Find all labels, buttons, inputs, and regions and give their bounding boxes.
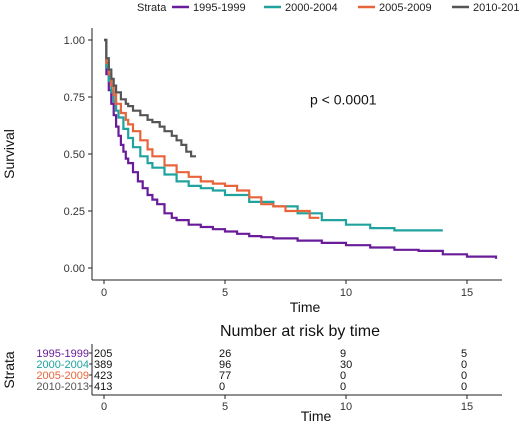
survival-curve-2005-2009 bbox=[104, 38, 320, 219]
survival-curves bbox=[104, 38, 498, 259]
risk-row: 2000-2004 389 96 30 0 bbox=[36, 359, 467, 371]
risk-row-label: 2005-2009 bbox=[36, 370, 89, 382]
risk-cell: 413 bbox=[94, 381, 112, 393]
x-axis-label: Time bbox=[290, 299, 321, 315]
legend-label: 2005-2009 bbox=[379, 2, 432, 14]
y-axis-ticks: 0.00 0.25 0.50 0.75 1.00 bbox=[64, 35, 92, 275]
risk-table-x-ticks: 0 5 10 15 bbox=[101, 395, 473, 413]
x-tick-label: 10 bbox=[340, 287, 352, 299]
risk-cell: 205 bbox=[94, 348, 112, 360]
legend-label: 2000-2004 bbox=[285, 2, 338, 14]
risk-cell: 0 bbox=[340, 370, 346, 382]
risk-x-tick-label: 0 bbox=[101, 401, 107, 413]
risk-row-label: 2000-2004 bbox=[36, 359, 89, 371]
legend-label: 2010-2013 bbox=[473, 2, 520, 14]
risk-cell: 423 bbox=[94, 370, 112, 382]
legend-entry: 2000-2004 bbox=[264, 2, 338, 14]
risk-row: 2010-2013 413 0 0 0 bbox=[36, 381, 467, 393]
risk-cell: 9 bbox=[340, 348, 346, 360]
risk-x-tick-label: 10 bbox=[340, 401, 352, 413]
risk-cell: 0 bbox=[461, 370, 467, 382]
y-tick-label: 0.00 bbox=[64, 263, 85, 275]
legend-title: Strata bbox=[137, 2, 167, 14]
y-tick-label: 0.75 bbox=[64, 92, 85, 104]
risk-table-title: Number at risk by time bbox=[220, 323, 380, 340]
risk-row-label: 1995-1999 bbox=[36, 348, 89, 360]
risk-row-label: 2010-2013 bbox=[36, 381, 89, 393]
risk-x-tick-label: 5 bbox=[222, 401, 228, 413]
risk-cell: 26 bbox=[219, 348, 231, 360]
y-tick-label: 0.25 bbox=[64, 206, 85, 218]
p-value-annotation: p < 0.0001 bbox=[310, 91, 377, 107]
survival-curve-1995-1999 bbox=[104, 38, 498, 259]
legend-entry: 2010-2013 bbox=[452, 2, 520, 14]
y-tick-label: 1.00 bbox=[64, 35, 85, 47]
risk-row: 2005-2009 423 77 0 0 bbox=[36, 370, 467, 382]
risk-cell: 0 bbox=[219, 381, 225, 393]
survival-plot: 0.00 0.25 0.50 0.75 1.00 0 5 10 15 p < 0.0001 T… bbox=[1, 28, 502, 315]
legend-entry: 1995-1999 bbox=[172, 2, 246, 14]
risk-x-tick-label: 15 bbox=[461, 401, 473, 413]
risk-row: 1995-1999 205 26 9 5 bbox=[36, 348, 467, 360]
risk-cell: 77 bbox=[219, 370, 231, 382]
risk-cell: 0 bbox=[461, 359, 467, 371]
risk-cell: 96 bbox=[219, 359, 231, 371]
x-tick-label: 5 bbox=[222, 287, 228, 299]
legend-label: 1995-1999 bbox=[193, 2, 246, 14]
x-tick-label: 0 bbox=[101, 287, 107, 299]
risk-table-x-label: Time bbox=[301, 408, 332, 424]
risk-cell: 389 bbox=[94, 359, 112, 371]
risk-table: Number at risk by time 1995-1999 205 26 9 52… bbox=[1, 323, 502, 424]
risk-cell: 0 bbox=[461, 381, 467, 393]
survival-curve-2010-2013 bbox=[104, 38, 196, 158]
legend: Strata 1995-1999 2000-2004 2005-2009 2010-2… bbox=[137, 2, 520, 14]
risk-table-y-label: Strata bbox=[1, 351, 17, 389]
legend-entry: 2005-2009 bbox=[358, 2, 432, 14]
risk-cell: 5 bbox=[461, 348, 467, 360]
y-tick-label: 0.50 bbox=[64, 149, 85, 161]
risk-cell: 0 bbox=[340, 381, 346, 393]
survival-curve-2000-2004 bbox=[104, 38, 443, 232]
x-axis-ticks: 0 5 10 15 bbox=[101, 280, 473, 299]
x-tick-label: 15 bbox=[461, 287, 473, 299]
y-axis-label: Survival bbox=[1, 129, 17, 179]
risk-cell: 30 bbox=[340, 359, 352, 371]
